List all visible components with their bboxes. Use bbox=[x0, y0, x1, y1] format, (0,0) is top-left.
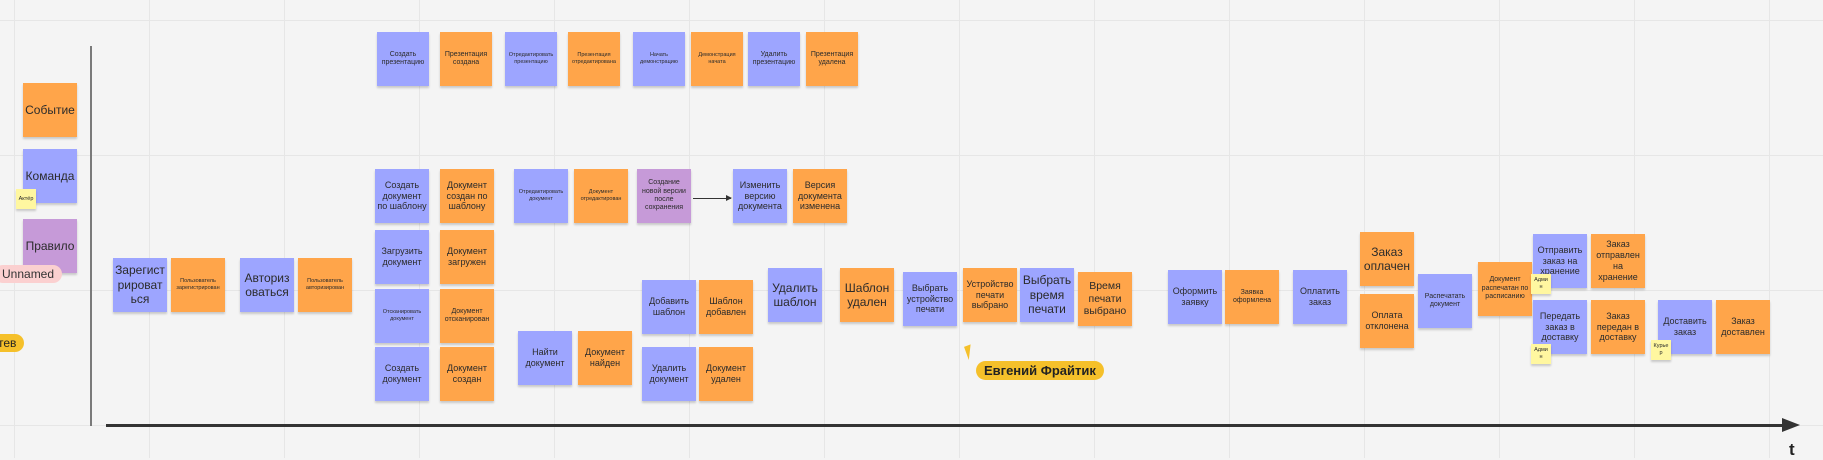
note-edit-presentation[interactable]: Отредактировать презентацию bbox=[505, 32, 557, 86]
note-document-edited[interactable]: Документ отредактирован bbox=[574, 169, 628, 223]
actor-admin-2[interactable]: Админ bbox=[1531, 344, 1551, 364]
note-doc-created-template[interactable]: Документ создан по шаблону bbox=[440, 169, 494, 223]
note-find-document[interactable]: Найти документ bbox=[518, 331, 572, 385]
note-create-document[interactable]: Создать документ bbox=[375, 347, 429, 401]
note-select-print-device[interactable]: Выбрать устройство печати bbox=[903, 272, 957, 326]
note-pass-order-delivery[interactable]: Передать заказ в доставку bbox=[1533, 300, 1587, 354]
note-select-print-time[interactable]: Выбрать время печати bbox=[1020, 268, 1074, 322]
note-change-doc-version[interactable]: Изменить версию документа bbox=[733, 169, 787, 223]
timeline-arrowhead bbox=[1782, 418, 1800, 432]
note-template-added[interactable]: Шаблон добавлен bbox=[699, 280, 753, 334]
note-delete-presentation[interactable]: Удалить презентацию bbox=[748, 32, 800, 86]
note-document-deleted[interactable]: Документ удален bbox=[699, 347, 753, 401]
user-label: Евгений Фрайтик bbox=[976, 361, 1104, 380]
note-doc-version-changed[interactable]: Версия документа изменена bbox=[793, 169, 847, 223]
partial-user-label: тев bbox=[0, 334, 25, 352]
rule-new-version-on-save[interactable]: Создание новой версии после сохранения bbox=[637, 169, 691, 223]
note-presentation-created[interactable]: Презентация создана bbox=[440, 32, 492, 86]
note-request-placed[interactable]: Заявка оформлена bbox=[1225, 270, 1279, 324]
note-add-template[interactable]: Добавить шаблон bbox=[642, 280, 696, 334]
note-delete-document[interactable]: Удалить документ bbox=[642, 347, 696, 401]
note-start-demo[interactable]: Начать демонстрацию bbox=[633, 32, 685, 86]
note-document-uploaded[interactable]: Документ загружен bbox=[440, 230, 494, 284]
timeline-label: t bbox=[1789, 440, 1795, 459]
note-presentation-edited[interactable]: Презентация отредактирована bbox=[568, 32, 620, 86]
note-pay-order[interactable]: Оплатить заказ bbox=[1293, 270, 1347, 324]
legend-event[interactable]: Событие bbox=[23, 83, 77, 137]
legend-rule[interactable]: Правило bbox=[23, 219, 77, 273]
actor-courier[interactable]: Курьер bbox=[1651, 340, 1671, 360]
note-scan-document[interactable]: Отсканировать документ bbox=[375, 289, 429, 343]
note-order-paid[interactable]: Заказ оплачен bbox=[1360, 232, 1414, 286]
note-upload-document[interactable]: Загрузить документ bbox=[375, 230, 429, 284]
note-demo-started[interactable]: Демонстрация начата bbox=[691, 32, 743, 86]
note-place-request[interactable]: Оформить заявку bbox=[1168, 270, 1222, 324]
note-presentation-deleted[interactable]: Презентация удалена bbox=[806, 32, 858, 86]
note-register[interactable]: Зарегистрироваться bbox=[113, 258, 167, 312]
note-print-time-selected[interactable]: Время печати выбрано bbox=[1078, 272, 1132, 326]
note-doc-printed-scheduled[interactable]: Документ распечатан по расписанию bbox=[1478, 262, 1532, 316]
note-template-deleted[interactable]: Шаблон удален bbox=[840, 268, 894, 322]
legend-divider bbox=[90, 46, 92, 426]
unnamed-user-label: Unnamed bbox=[0, 265, 63, 283]
note-document-found[interactable]: Документ найден bbox=[578, 331, 632, 385]
note-edit-document[interactable]: Отредактировать документ bbox=[514, 169, 568, 223]
note-document-created[interactable]: Документ создан bbox=[440, 347, 494, 401]
note-authorize[interactable]: Авторизоваться bbox=[240, 258, 294, 312]
note-print-device-selected[interactable]: Устройство печати выбрано bbox=[963, 268, 1017, 322]
timeline-axis bbox=[106, 424, 1788, 427]
note-user-registered[interactable]: Пользователь зарегистрирован bbox=[171, 258, 225, 312]
legend-actor[interactable]: Актёр bbox=[16, 189, 36, 209]
note-create-doc-template[interactable]: Создать документ по шаблону bbox=[375, 169, 429, 223]
note-delete-template[interactable]: Удалить шаблон bbox=[768, 268, 822, 322]
note-document-scanned[interactable]: Документ отсканирован bbox=[440, 289, 494, 343]
note-print-document[interactable]: Распечатать документ bbox=[1418, 274, 1472, 328]
note-user-authorized[interactable]: Пользователь авторизирован bbox=[298, 258, 352, 312]
note-order-sent-storage[interactable]: Заказ отправлен на хранение bbox=[1591, 234, 1645, 288]
flow-arrow bbox=[693, 195, 732, 201]
note-payment-declined[interactable]: Оплата отклонена bbox=[1360, 294, 1414, 348]
note-create-presentation[interactable]: Создать презентацию bbox=[377, 32, 429, 86]
note-order-delivered[interactable]: Заказ доставлен bbox=[1716, 300, 1770, 354]
note-order-passed-delivery[interactable]: Заказ передан в доставку bbox=[1591, 300, 1645, 354]
actor-admin-1[interactable]: Админ bbox=[1531, 274, 1551, 294]
